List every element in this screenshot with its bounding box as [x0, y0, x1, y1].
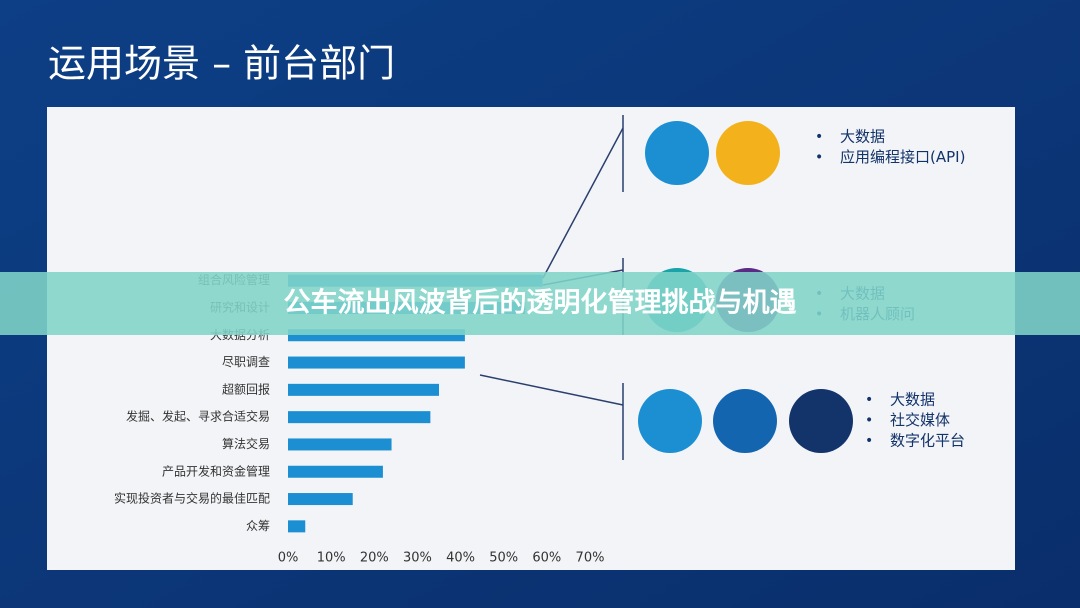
x-tick-label: 30%	[403, 551, 432, 566]
bar	[288, 438, 392, 451]
slide-title: 运用场景 – 前台部门	[48, 42, 395, 86]
bullet-text: 大数据	[890, 391, 935, 409]
bullet: •	[865, 433, 873, 449]
y-tick-label: 算法交易	[222, 436, 270, 451]
bar	[288, 465, 383, 478]
x-tick-label: 60%	[532, 551, 561, 566]
y-tick-label: 众筹	[246, 519, 270, 533]
bullet: •	[865, 413, 873, 429]
bullet: •	[815, 129, 823, 145]
x-tick-label: 20%	[360, 551, 389, 566]
bar	[288, 493, 353, 506]
bar	[288, 520, 306, 533]
bullet: •	[865, 392, 873, 408]
bullet-text: 社交媒体	[890, 411, 950, 429]
panel	[47, 107, 1015, 570]
banner-text: 公车流出风波背后的透明化管理挑战与机遇	[284, 287, 797, 319]
x-tick-label: 40%	[446, 551, 475, 566]
x-tick-label: 70%	[576, 551, 605, 566]
y-tick-label: 产品开发和资金管理	[162, 463, 270, 478]
bullet-text: 数字化平台	[890, 432, 965, 450]
bullet-text: 大数据	[840, 128, 885, 146]
y-tick-label: 超额回报	[222, 381, 270, 396]
x-tick-label: 0%	[278, 551, 299, 566]
bar	[288, 383, 439, 396]
bar	[288, 411, 431, 424]
y-tick-label: 实现投资者与交易的最佳匹配	[114, 491, 270, 506]
x-tick-label: 50%	[489, 551, 518, 566]
banner-bg	[0, 272, 1080, 335]
y-tick-label: 发掘、发起、寻求合适交易	[126, 409, 270, 424]
bullet: •	[815, 150, 823, 166]
y-tick-label: 尽职调查	[222, 355, 270, 369]
bar	[288, 356, 465, 369]
bullet-text: 应用编程接口(API)	[840, 148, 965, 166]
x-tick-label: 10%	[317, 551, 346, 566]
